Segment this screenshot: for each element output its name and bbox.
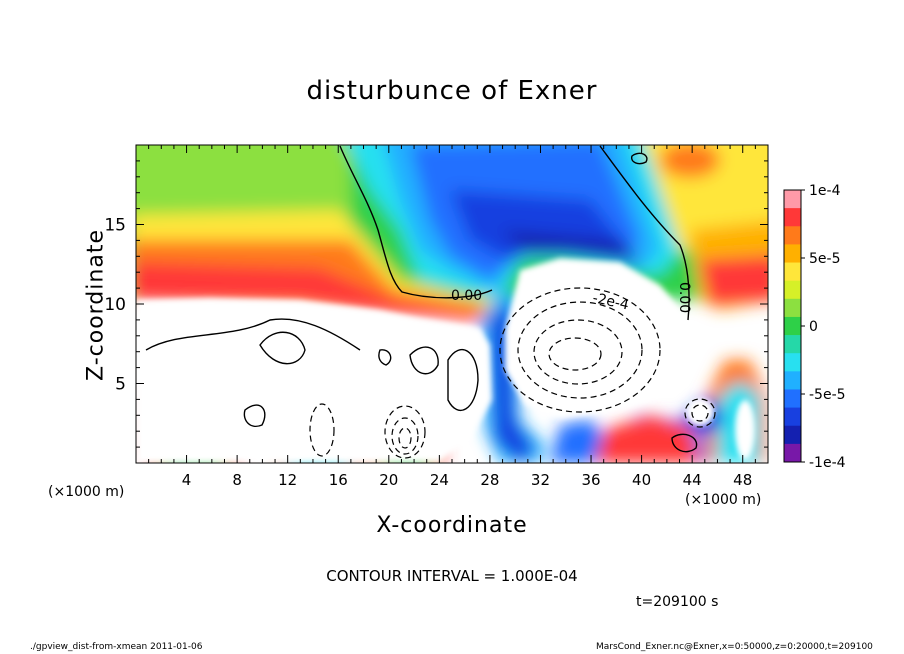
colorbar-label: 1e-4 (809, 183, 841, 199)
y-tick-label: 15 (104, 216, 126, 236)
colorbar-segment (784, 244, 801, 264)
colorbar-label: -1e-4 (809, 455, 846, 471)
x-tick-label: 24 (430, 471, 449, 489)
colorbar-segment (784, 208, 801, 227)
colorbar-segment (784, 316, 801, 336)
colorbar-segment (784, 371, 801, 390)
chart-title: disturbunce of Exner (306, 76, 598, 106)
time-stamp: t=209100 s (636, 594, 719, 610)
colorbar-segment (784, 353, 801, 372)
contour-label: 0.00 (451, 288, 482, 304)
x-tick-label: 12 (278, 471, 297, 489)
x-axis-label: X-coordinate (376, 513, 528, 538)
x-tick-label: 28 (480, 471, 499, 489)
colorbar-segment (784, 335, 801, 354)
colorbar-label: 5e-5 (809, 251, 840, 267)
y-axis-ticks: 5 10 15 (104, 160, 768, 448)
x-tick-label: 8 (232, 471, 242, 489)
colorbar-label: -5e-5 (809, 387, 846, 403)
x-tick-label: 48 (733, 471, 752, 489)
x-unit-left: (×1000 m) (48, 484, 125, 500)
x-tick-label: 16 (329, 471, 348, 489)
contour-label: -2e-4 (591, 290, 630, 313)
colorbar-labels: 1e-4 5e-5 0 -5e-5 -1e-4 (801, 183, 846, 471)
colorbar-segment (784, 407, 801, 427)
colorbar-segment (784, 262, 801, 282)
contour-label: 0.00 (676, 282, 692, 313)
x-tick-label: 36 (581, 471, 600, 489)
y-tick-label: 10 (104, 295, 126, 315)
colorbar-segment (784, 425, 801, 445)
x-tick-label: 44 (683, 471, 702, 489)
colorbar-segment (784, 389, 801, 409)
x-axis-ticks: 4 8 12 16 20 24 28 32 36 40 44 48 (148, 145, 756, 489)
colorbar-segment (784, 443, 801, 463)
colorbar (783, 189, 802, 463)
x-tick-label: 20 (379, 471, 398, 489)
colorbar-segment (784, 226, 801, 245)
colorbar-segment (784, 190, 801, 209)
heatmap-field (136, 145, 768, 463)
colorbar-label: 0 (809, 319, 818, 335)
x-tick-label: 4 (182, 471, 192, 489)
colorbar-segment (784, 298, 801, 318)
y-tick-label: 5 (115, 375, 126, 395)
colorbar-segment (784, 280, 801, 300)
footer-right: MarsCond_Exner.nc@Exner,x=0:50000,z=0:20… (596, 642, 873, 652)
footer-left: ./gpview_dist-from-xmean 2011-01-06 (30, 642, 203, 652)
x-unit-right: (×1000 m) (685, 492, 762, 508)
contour-interval: CONTOUR INTERVAL = 1.000E-04 (326, 567, 578, 585)
x-tick-label: 32 (531, 471, 550, 489)
x-tick-label: 40 (632, 471, 651, 489)
